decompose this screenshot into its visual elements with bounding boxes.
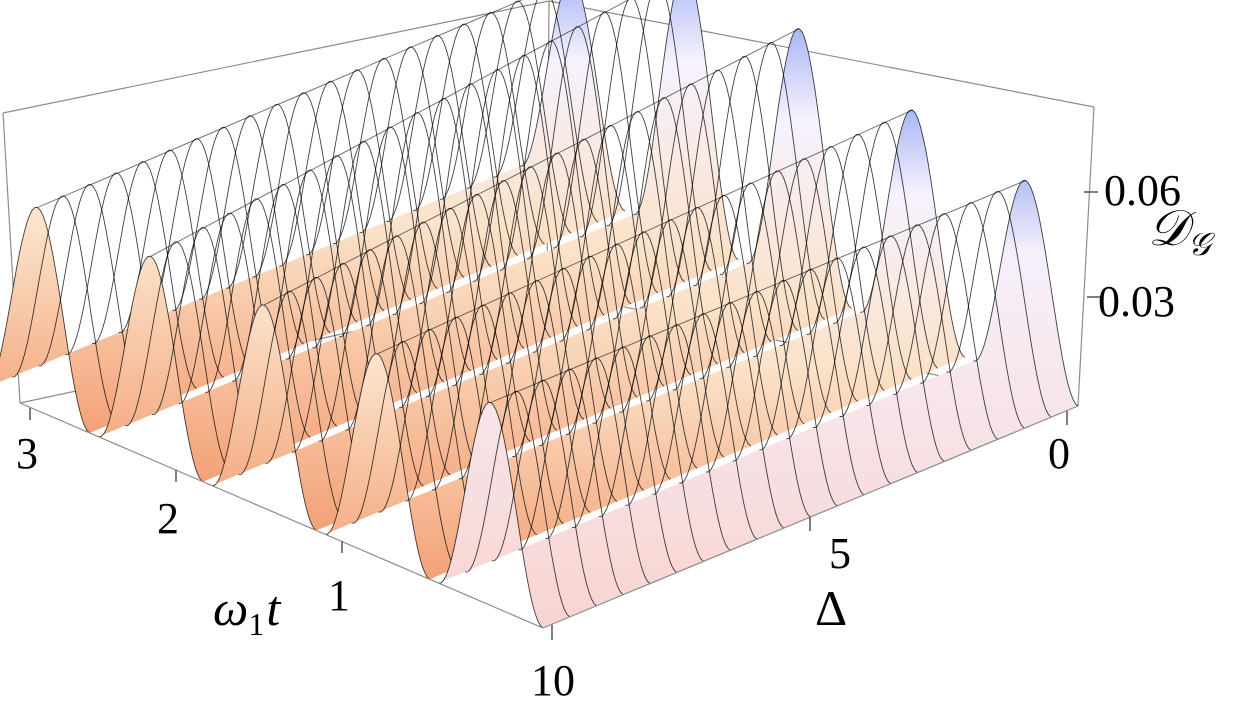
mesh-line-time (150, 0, 629, 257)
x-axis-label-tail: t (266, 580, 281, 636)
mesh-line-time (490, 180, 1026, 403)
y-tick-label-10: 10 (531, 656, 575, 705)
tick-marks (29, 191, 1101, 640)
y-tick-label-5: 5 (829, 529, 851, 578)
mesh-line-delta (520, 0, 626, 212)
x-tick-label-1: 1 (328, 571, 350, 620)
y-tick-label-0: 0 (1048, 429, 1070, 478)
x-axis-label-sub: 1 (248, 606, 264, 642)
z-tick-label-0.03: 0.03 (1098, 277, 1175, 326)
z-tick-label-0.06: 0.06 (1104, 166, 1181, 215)
mesh-line-delta (98, 255, 204, 483)
x-axis-label: ω1t (213, 580, 281, 642)
x-tick-label-2: 2 (157, 494, 179, 543)
y-axis-label: Δ (815, 580, 847, 636)
z-axis-label-sub: 𝒢 (1188, 226, 1216, 262)
mesh-line-time (37, 0, 523, 208)
mesh-line-delta (606, 0, 712, 272)
ridge-surface-4 (98, 0, 738, 482)
mesh-line-delta (633, 0, 739, 261)
ridge-surface-2 (325, 110, 965, 580)
mesh-line-delta (579, 0, 685, 283)
mesh-line-time (377, 109, 913, 355)
x-tick-label-3: 3 (16, 429, 38, 478)
z-axis-label: 𝒟𝒢 (1148, 200, 1216, 262)
mesh-line-time (263, 28, 800, 306)
x-axis-label-var: ω (213, 580, 248, 636)
mesh-line-delta (493, 0, 599, 223)
